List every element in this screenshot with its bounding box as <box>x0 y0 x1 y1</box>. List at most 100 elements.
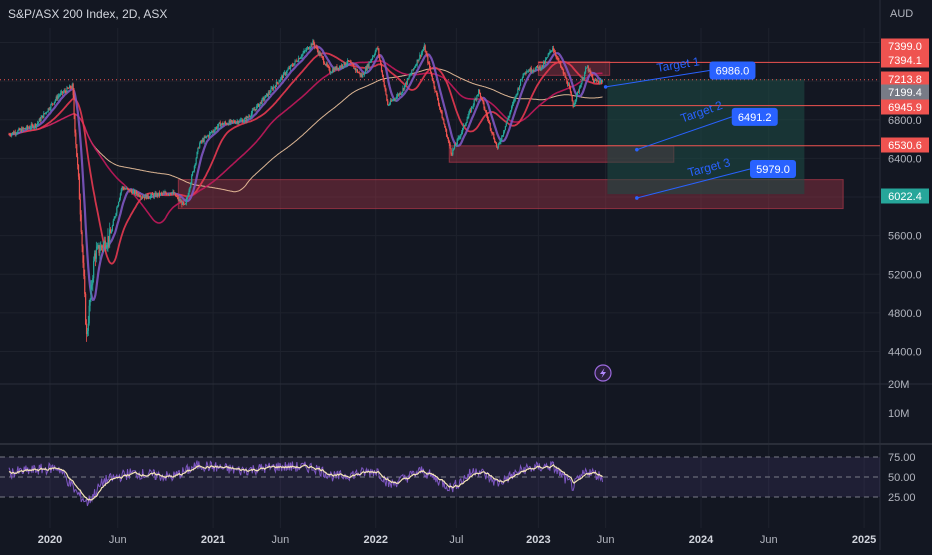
flash-icon[interactable] <box>594 364 612 382</box>
candle-body <box>478 89 481 93</box>
candle-body <box>69 85 72 88</box>
candle-body <box>421 52 423 57</box>
candle-body <box>544 59 547 64</box>
candle-body <box>364 68 367 74</box>
candle-body <box>587 66 589 72</box>
candle-body <box>536 66 539 68</box>
candle-body <box>554 52 556 56</box>
candle-body <box>227 124 229 125</box>
candle-body <box>106 245 108 248</box>
candle-body <box>590 72 592 75</box>
candle-body <box>568 84 570 86</box>
candle-body <box>524 72 526 74</box>
candle-body <box>248 116 250 118</box>
candle-body <box>354 68 356 70</box>
candle-body <box>409 75 411 77</box>
candle-body <box>425 52 427 54</box>
candle-body <box>158 192 160 196</box>
volume-tick-label: 20M <box>888 379 909 391</box>
candle-body <box>208 133 211 137</box>
candle-body <box>300 56 302 58</box>
candle-body <box>482 100 484 103</box>
rsi-tick-label: 25.00 <box>888 492 916 504</box>
candle-body <box>446 136 449 138</box>
price-axis-label-bg <box>881 71 929 87</box>
candle-body <box>309 47 311 49</box>
candle-body <box>73 95 75 115</box>
candle-body <box>521 77 523 80</box>
candle-body <box>94 253 97 259</box>
candle-body <box>394 98 396 100</box>
candle-body <box>218 122 220 124</box>
candle-body <box>124 188 126 190</box>
candle-body <box>71 84 73 88</box>
candle-body <box>595 80 597 81</box>
candle-body <box>599 81 601 83</box>
candle-body <box>216 126 219 129</box>
candle-body <box>339 66 341 69</box>
candle-body <box>387 100 389 106</box>
candle-body <box>146 194 148 199</box>
candle-body <box>238 122 240 124</box>
candle-body <box>140 196 142 198</box>
candle-body <box>108 236 110 242</box>
price-tick-label: 5200.0 <box>888 269 922 281</box>
candle-body <box>86 330 89 334</box>
candle-body <box>163 192 165 194</box>
candle-body <box>450 148 452 154</box>
candle-body <box>270 88 272 93</box>
candle-body <box>104 240 106 249</box>
candle-body <box>310 43 312 48</box>
candle-body <box>458 137 460 139</box>
candle-body <box>216 127 218 129</box>
candle-body <box>154 193 156 195</box>
candle-body <box>305 50 307 52</box>
target-anchor <box>635 196 639 200</box>
candle-body <box>565 77 567 79</box>
candle-body <box>259 101 261 104</box>
candle-body <box>533 70 535 71</box>
candle-body <box>380 59 382 65</box>
candle-body <box>288 67 290 70</box>
price-tick-label: 4800.0 <box>888 308 922 320</box>
candle-body <box>254 109 256 110</box>
candle-body <box>573 104 575 107</box>
time-tick-label: 2021 <box>201 534 225 546</box>
candle-body <box>200 140 203 142</box>
candle-body <box>295 60 297 62</box>
candle-body <box>132 191 134 194</box>
candle-body <box>474 98 476 101</box>
candle-body <box>243 118 245 122</box>
candle-body <box>32 124 34 128</box>
candle-body <box>553 50 556 53</box>
candle-body <box>419 54 421 59</box>
candle-body <box>126 188 128 190</box>
candle-body <box>462 128 464 132</box>
candle-body <box>320 55 322 56</box>
candle-body <box>576 91 579 94</box>
candle-body <box>70 87 72 89</box>
candle-body <box>182 202 184 205</box>
candle-body <box>568 84 571 88</box>
candle-body <box>441 111 443 119</box>
time-tick-label: 2025 <box>852 534 876 546</box>
candle-body <box>298 58 301 59</box>
candle-body <box>548 53 550 55</box>
candle-body <box>75 132 77 145</box>
candle-body <box>465 122 467 125</box>
candle-body <box>501 135 503 141</box>
candle-body <box>260 101 262 104</box>
price-tick-label: 5600.0 <box>888 231 922 243</box>
candle-body <box>470 110 472 112</box>
candle-body <box>469 110 471 113</box>
candle-body <box>195 158 197 164</box>
candle-body <box>38 118 40 122</box>
candle-body <box>230 120 232 123</box>
candle-body <box>54 99 56 102</box>
candle-body <box>495 142 498 147</box>
candle-body <box>200 140 202 144</box>
candle-body <box>142 196 145 198</box>
candle-body <box>13 132 15 134</box>
